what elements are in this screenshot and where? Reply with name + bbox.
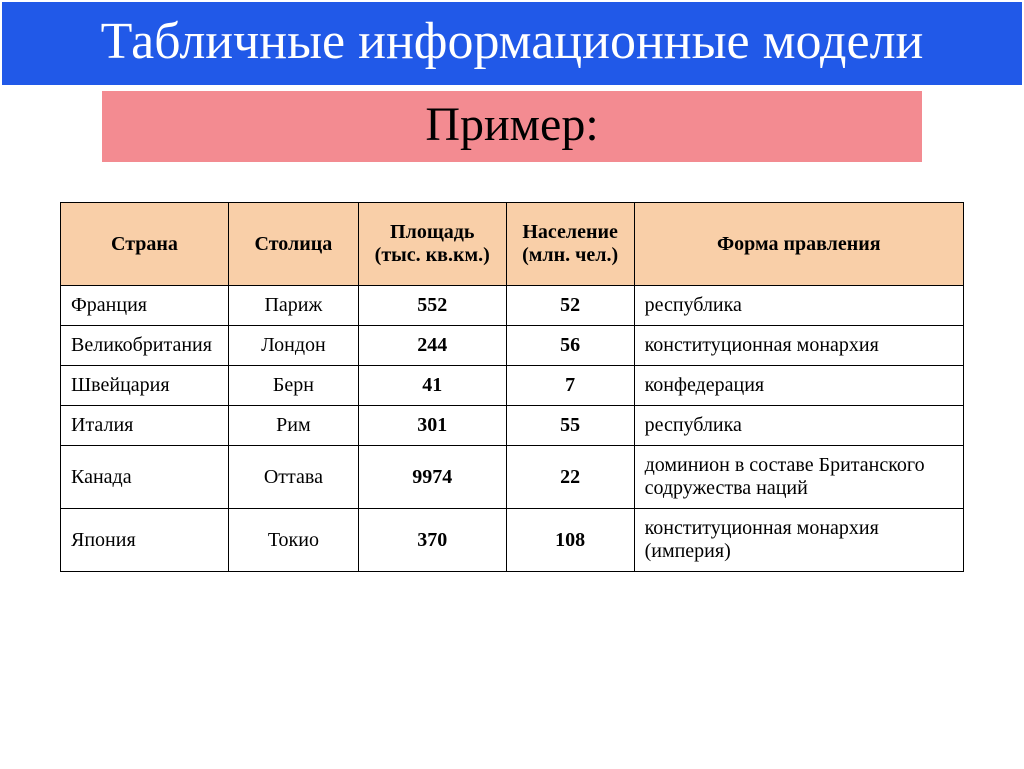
cell-population: 22 <box>506 446 634 509</box>
cell-capital: Берн <box>228 366 358 406</box>
cell-capital: Рим <box>228 406 358 446</box>
table-row: Франция Париж 552 52 республика <box>61 286 964 326</box>
table-row: Япония Токио 370 108 конституционная мон… <box>61 509 964 572</box>
cell-government: республика <box>634 406 963 446</box>
table-row: Канада Оттава 9974 22 доминион в составе… <box>61 446 964 509</box>
cell-government: доминион в составе Британского содружест… <box>634 446 963 509</box>
cell-population: 56 <box>506 326 634 366</box>
cell-population: 108 <box>506 509 634 572</box>
cell-government: республика <box>634 286 963 326</box>
col-header-area: Площадь (тыс. кв.км.) <box>358 203 506 286</box>
cell-government: конфедерация <box>634 366 963 406</box>
cell-country: Италия <box>61 406 229 446</box>
cell-capital: Оттава <box>228 446 358 509</box>
cell-government: конституционная монархия (империя) <box>634 509 963 572</box>
cell-country: Франция <box>61 286 229 326</box>
cell-area: 244 <box>358 326 506 366</box>
table-row: Великобритания Лондон 244 56 конституцио… <box>61 326 964 366</box>
cell-area: 301 <box>358 406 506 446</box>
cell-area: 41 <box>358 366 506 406</box>
countries-table: Страна Столица Площадь (тыс. кв.км.) Нас… <box>60 202 964 572</box>
table-row: Швейцария Берн 41 7 конфедерация <box>61 366 964 406</box>
table-header-row: Страна Столица Площадь (тыс. кв.км.) Нас… <box>61 203 964 286</box>
col-header-government: Форма правления <box>634 203 963 286</box>
cell-area: 370 <box>358 509 506 572</box>
cell-capital: Лондон <box>228 326 358 366</box>
col-header-country: Страна <box>61 203 229 286</box>
col-header-capital: Столица <box>228 203 358 286</box>
page-title: Табличные информационные модели <box>2 2 1022 85</box>
cell-area: 552 <box>358 286 506 326</box>
cell-population: 55 <box>506 406 634 446</box>
cell-area: 9974 <box>358 446 506 509</box>
cell-country: Канада <box>61 446 229 509</box>
cell-country: Великобритания <box>61 326 229 366</box>
col-header-population: Население (млн. чел.) <box>506 203 634 286</box>
table-row: Италия Рим 301 55 республика <box>61 406 964 446</box>
cell-population: 52 <box>506 286 634 326</box>
cell-country: Япония <box>61 509 229 572</box>
cell-government: конституционная монархия <box>634 326 963 366</box>
cell-capital: Токио <box>228 509 358 572</box>
cell-country: Швейцария <box>61 366 229 406</box>
cell-population: 7 <box>506 366 634 406</box>
cell-capital: Париж <box>228 286 358 326</box>
page-subtitle: Пример: <box>102 91 922 162</box>
